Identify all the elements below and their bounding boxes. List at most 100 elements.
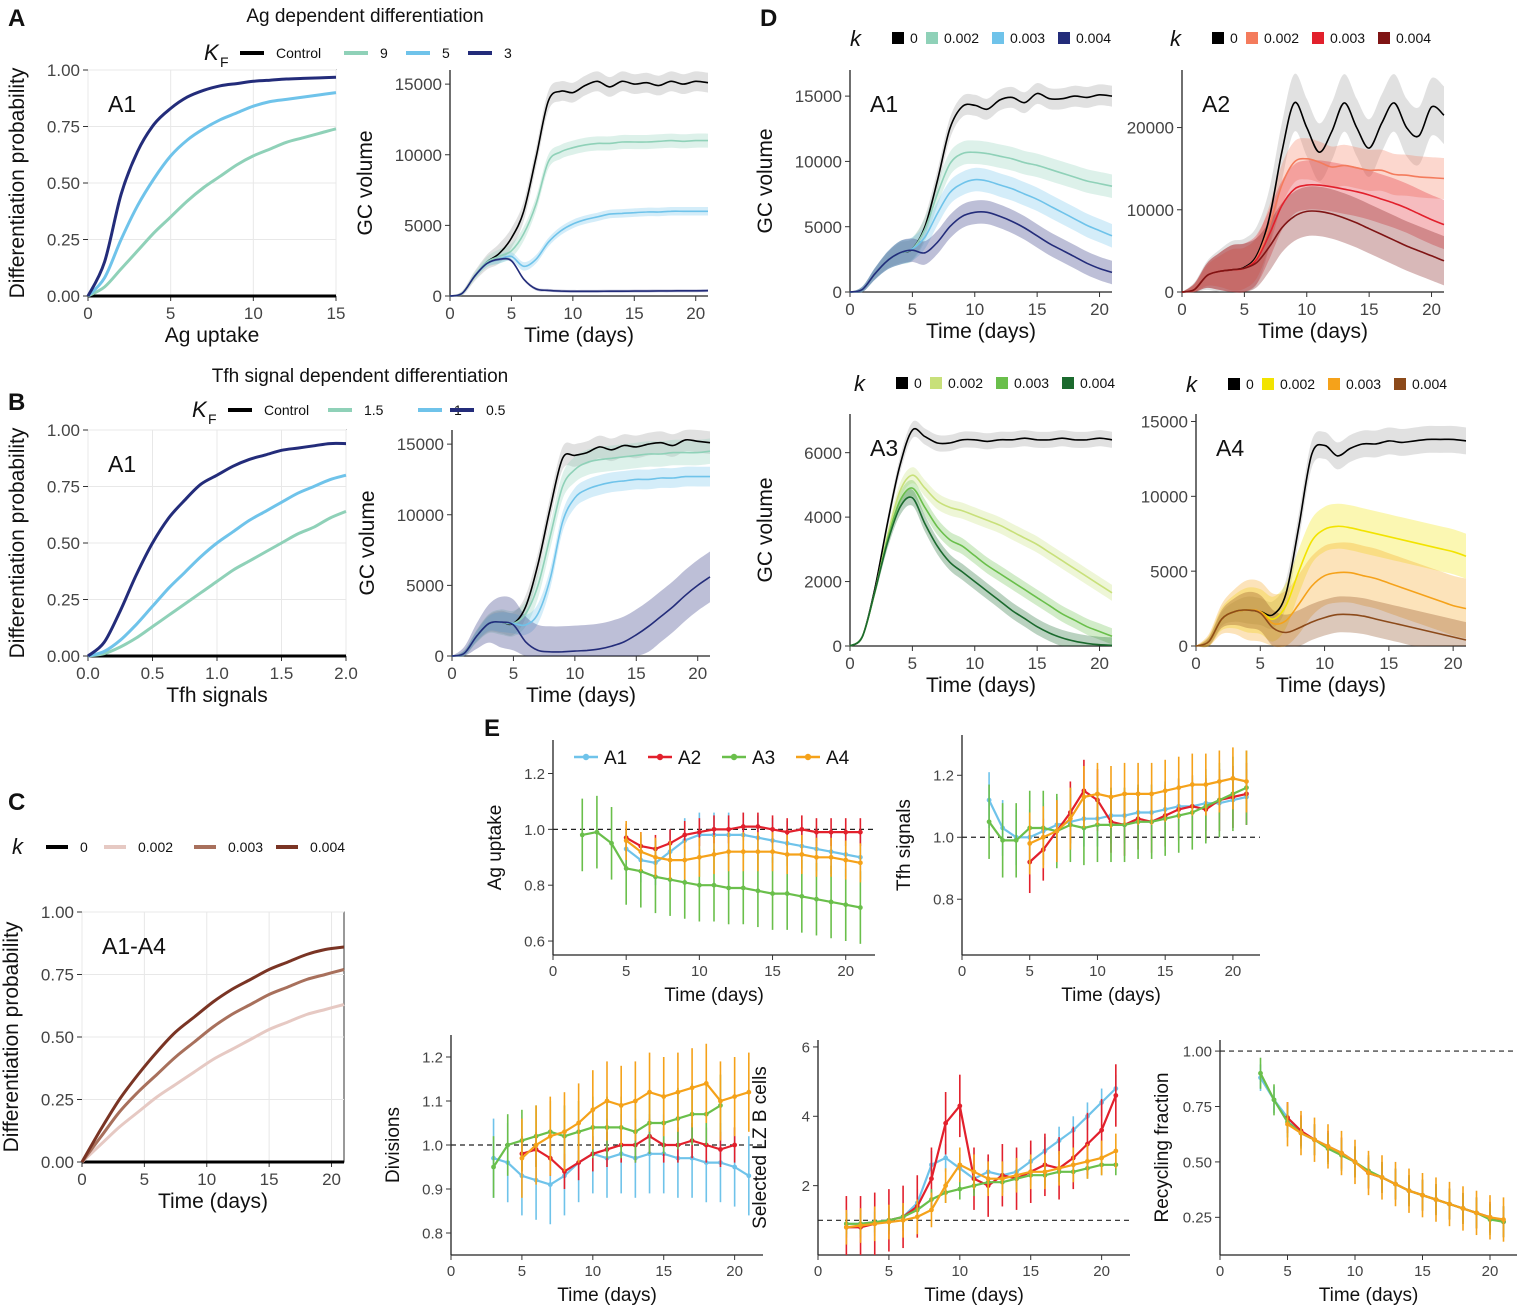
data-point: [1216, 779, 1222, 784]
data-point: [914, 1214, 920, 1220]
data-point: [985, 1176, 991, 1182]
legend-swatch: [996, 377, 1008, 389]
data-point: [1203, 782, 1209, 787]
y-tick-label: 1.1: [422, 1093, 443, 1110]
y-axis-label: Ag uptake: [485, 805, 506, 891]
data-point: [1501, 1217, 1506, 1222]
data-point: [711, 882, 717, 888]
legend-swatch: [992, 32, 1004, 44]
chart-d-a3: 0 2000 4000 6000 0 5 10 15 20 Time (days) GC volum…: [754, 414, 1113, 697]
data-point: [971, 1169, 977, 1175]
data-point: [740, 824, 746, 829]
data-point: [519, 1155, 525, 1161]
legend-symbol: k: [850, 26, 862, 51]
series-line-a4: [846, 1150, 1117, 1229]
x-tick-label: 0: [447, 664, 456, 683]
y-tick-label: 10000: [795, 153, 842, 172]
data-point: [491, 1164, 496, 1170]
y-tick-label: 6000: [804, 444, 842, 463]
data-point: [843, 829, 849, 835]
x-tick-label: 0: [814, 1263, 822, 1280]
chart-e-lz: 2 4 6 0 5 10 15 20 Time (days) Selected LZ B cell…: [750, 1039, 1130, 1306]
x-axis-label: Time (days): [526, 684, 636, 707]
y-tick-label: 6: [802, 1039, 810, 1056]
y-tick-label: 1.2: [933, 768, 954, 785]
data-point: [814, 896, 819, 902]
data-point: [696, 882, 702, 888]
series-band-control: [450, 71, 708, 297]
data-point: [1054, 828, 1060, 834]
legend-item: A3: [752, 748, 775, 769]
x-tick-label: 20: [1422, 300, 1441, 319]
x-tick-label: 15: [1028, 300, 1047, 319]
y-tick-label: 0.50: [47, 534, 80, 553]
x-tick-label: 10: [1297, 300, 1316, 319]
legend-item: A4: [826, 748, 850, 769]
inset-label: A1: [870, 91, 898, 117]
inset-label: A1-A4: [102, 933, 166, 959]
legend-item: Control: [276, 45, 321, 61]
legend-swatch: [896, 377, 908, 389]
x-axis-label: Time (days): [924, 1285, 1024, 1306]
data-point: [1271, 1097, 1277, 1103]
x-tick-label: 20: [1444, 654, 1463, 673]
data-point: [505, 1142, 511, 1148]
y-tick-label: 0.50: [47, 174, 80, 193]
x-tick-label: 5: [518, 1263, 526, 1280]
x-tick-label: 10: [691, 963, 708, 980]
x-tick-label: 15: [1157, 963, 1174, 980]
data-point: [547, 1182, 553, 1187]
x-tick-label: 5: [1026, 963, 1034, 980]
data-point: [594, 829, 600, 835]
chart-a-left: 0.00 0.25 0.50 0.75 1.00 0 5 10 15 Ag uptake Diffe…: [6, 61, 345, 347]
data-point: [1433, 1197, 1439, 1202]
data-point: [943, 1155, 949, 1161]
series-line-0.004: [1181, 210, 1445, 293]
x-tick-label: 20: [1482, 1263, 1499, 1280]
data-point: [1135, 791, 1141, 797]
y-tick-label: 5000: [804, 218, 842, 237]
x-tick-label: 15: [327, 304, 346, 323]
y-axis-label: Differentiation probability: [6, 67, 29, 298]
x-axis-label: Time (days): [1061, 985, 1161, 1006]
legend-item: A2: [678, 748, 701, 769]
data-point: [1122, 791, 1127, 797]
data-point: [872, 1221, 878, 1227]
y-axis-label: Divisions: [383, 1107, 404, 1183]
data-point: [858, 1223, 863, 1228]
legend-item: 0: [80, 839, 88, 855]
legend-marker: [730, 753, 738, 761]
data-point: [533, 1142, 539, 1148]
x-tick-label: 10: [563, 304, 582, 323]
x-axis-label: Tfh signals: [166, 684, 268, 707]
series-line-0.5: [451, 576, 711, 657]
data-point: [609, 840, 614, 846]
y-tick-label: 0.75: [1183, 1099, 1212, 1116]
y-tick-label: 0.25: [41, 1091, 74, 1110]
x-tick-label: 20: [1093, 1263, 1110, 1280]
series-band-0.5: [452, 551, 710, 657]
y-axis-label: Recycling fraction: [1152, 1073, 1173, 1223]
legend-item: 0.004: [1412, 376, 1447, 392]
x-tick-label: 10: [584, 1263, 601, 1280]
series-line-0.002: [80, 1003, 345, 1164]
data-point: [1366, 1170, 1371, 1176]
legend-kf: K F Control 9 5 3: [204, 40, 512, 70]
data-point: [957, 1162, 963, 1168]
x-tick-label: 10: [565, 664, 584, 683]
chart-b-right: 0 5000 10000 15000 0 5 10 15 20 Time (days) GC vol…: [356, 429, 711, 707]
legend-item: 0.004: [1396, 30, 1431, 46]
legend-item: 0.004: [1080, 375, 1115, 391]
data-point: [726, 826, 732, 832]
x-tick-label: 10: [1089, 963, 1106, 980]
x-tick-label: 10: [951, 1263, 968, 1280]
legend-symbol: k: [12, 834, 24, 859]
series-band-1: [452, 466, 710, 657]
legend-swatch: [1378, 32, 1390, 44]
x-tick-label: 5: [1283, 1263, 1291, 1280]
x-tick-label: 15: [1360, 300, 1379, 319]
x-tick-label: 10: [965, 654, 984, 673]
x-axis-label: Time (days): [158, 1190, 268, 1213]
data-point: [1013, 837, 1019, 843]
series-line-0.004: [80, 945, 345, 1163]
